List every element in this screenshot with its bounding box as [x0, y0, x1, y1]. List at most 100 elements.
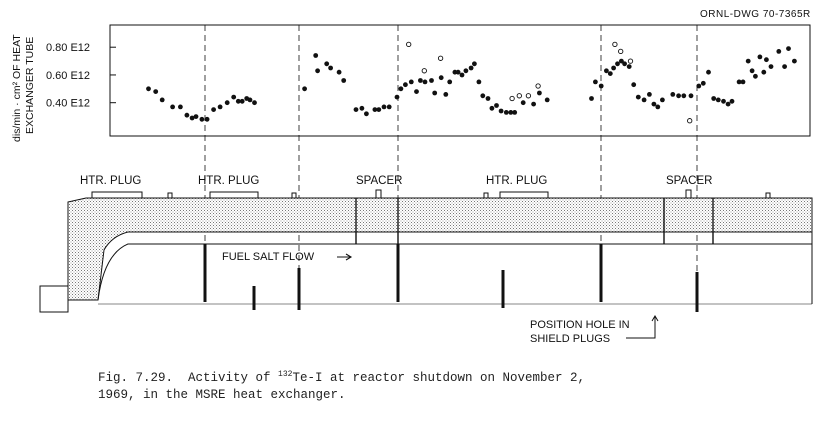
data-point [749, 68, 755, 74]
data-point [607, 71, 613, 76]
data-point [239, 98, 245, 104]
data-point [615, 61, 620, 67]
data-point [468, 65, 474, 71]
data-point [512, 110, 518, 115]
data-point [455, 69, 461, 75]
data-point [480, 93, 486, 99]
data-point [757, 54, 763, 60]
data-point [359, 105, 365, 111]
data-point [660, 97, 665, 103]
data-point-open [618, 48, 624, 55]
data-point-open [612, 41, 618, 48]
drawing-number: ORNL-DWG 70-7365R [700, 9, 811, 20]
data-point [418, 78, 423, 83]
data-point [381, 104, 387, 110]
data-point [544, 97, 550, 103]
data-point-open [535, 83, 541, 89]
caption-line1-suffix: Te-I at reactor shutdown on November 2, [292, 371, 585, 385]
data-point [153, 89, 159, 94]
data-point [494, 103, 499, 108]
data-point [635, 94, 641, 100]
flow-arrow-icon [337, 253, 353, 261]
data-point [721, 98, 726, 104]
data-point [792, 58, 797, 64]
small-nozzle [765, 192, 771, 199]
data-point [485, 96, 491, 101]
heater-plug [499, 191, 549, 199]
label-position-hole-line2: SHIELD PLUGS [530, 333, 610, 345]
data-point [589, 96, 594, 101]
data-point [193, 114, 199, 119]
data-point-open [406, 41, 412, 48]
inlet-curve [97, 243, 812, 301]
data-point [199, 116, 205, 122]
data-point [768, 64, 774, 69]
data-point [341, 78, 347, 83]
y-axis-label-line1: dis/min · cm² OF HEAT [11, 34, 23, 142]
data-point [729, 98, 735, 104]
data-point [328, 65, 333, 71]
data-point [324, 61, 330, 67]
data-point [706, 69, 711, 75]
data-point [315, 68, 320, 74]
data-point [438, 75, 444, 81]
y-ticks: 0.80 E12 0.60 E12 0.40 E12 [46, 42, 116, 110]
data-point [503, 110, 509, 115]
data-point [647, 92, 652, 97]
data-point [189, 115, 195, 121]
data-point [235, 98, 241, 104]
data-point [508, 110, 514, 115]
data-point-open [525, 93, 532, 99]
data-point [247, 97, 253, 103]
caption-line2: 1969, in the MSRE heat exchanger. [98, 388, 346, 402]
data-point [394, 94, 400, 100]
spacer-nozzle [685, 189, 692, 199]
data-point [489, 105, 495, 111]
data-point [476, 79, 482, 85]
data-point [302, 86, 307, 92]
data-point [761, 69, 767, 75]
data-point [593, 79, 598, 85]
figure-caption: Fig. 7.29. Activity of 132Te-I at reacto… [98, 366, 798, 404]
y-tick-label: 0.40 E12 [46, 98, 90, 110]
data-point [736, 79, 742, 85]
data-point-open [516, 93, 522, 99]
data-point [622, 61, 627, 67]
data-point [376, 107, 382, 112]
data-point [217, 104, 223, 110]
heater-plug [91, 191, 143, 199]
data-point [611, 65, 616, 71]
data-point [159, 97, 165, 103]
data-point [443, 92, 449, 97]
heater-plug [209, 191, 259, 199]
data-point [224, 100, 230, 106]
data-point [655, 104, 661, 110]
data-point [386, 104, 392, 110]
alignment-lines [204, 25, 698, 312]
small-nozzle [291, 192, 297, 199]
data-point [676, 93, 681, 99]
data-point [631, 82, 637, 88]
data-point [459, 72, 465, 78]
data-point [403, 82, 408, 88]
data-point-open [627, 58, 634, 64]
data-point [626, 64, 632, 69]
label-htr-plug-1: HTR. PLUG [80, 175, 141, 187]
caption-superscript: 132 [278, 370, 293, 379]
data-point [211, 107, 217, 112]
small-nozzle [167, 192, 173, 199]
data-point [670, 92, 676, 97]
data-point [184, 112, 190, 118]
data-point [745, 58, 751, 64]
label-htr-plug-2: HTR. PLUG [198, 175, 259, 187]
data-point [432, 90, 438, 96]
y-axis-label: dis/min · cm² OF HEAT EXCHANGER TUBE [4, 34, 42, 144]
y-axis-label-line2: EXCHANGER TUBE [24, 37, 36, 134]
data-point [604, 68, 609, 74]
data-point [364, 111, 369, 117]
caption-line1-prefix: Fig. 7.29. Activity of [98, 371, 279, 385]
data-point [688, 93, 694, 99]
data-point [170, 104, 176, 110]
data-point [537, 90, 542, 96]
label-fuel-salt-flow: FUEL SALT FLOW [222, 251, 315, 263]
